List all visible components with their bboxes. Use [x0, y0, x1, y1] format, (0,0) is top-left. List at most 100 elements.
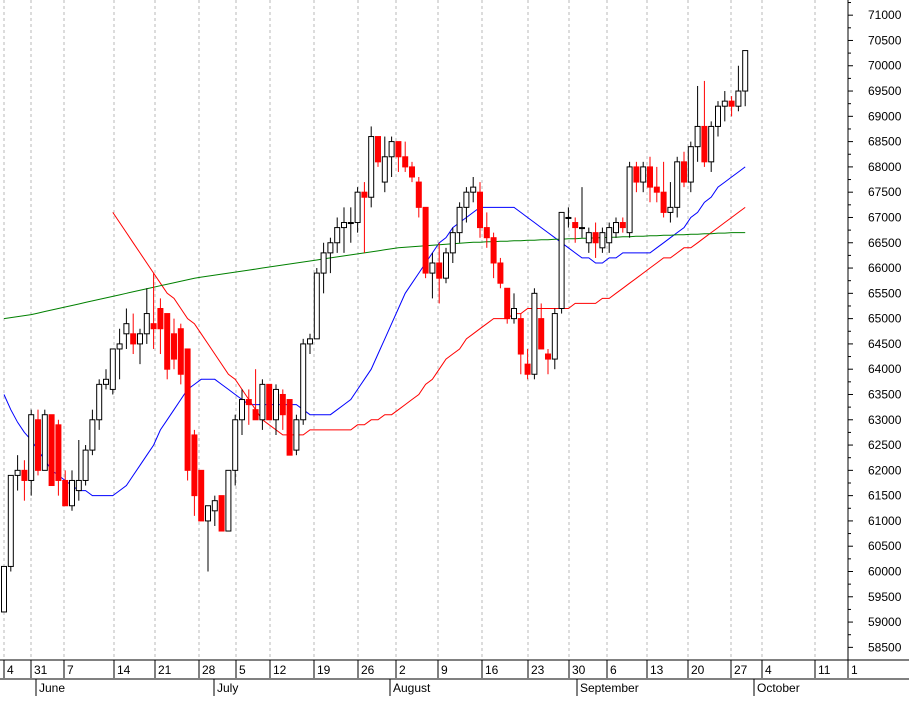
candle-down — [647, 166, 653, 188]
y-tick-label: 64500 — [868, 337, 902, 351]
candle-down — [157, 308, 164, 330]
candle-up — [89, 419, 96, 451]
candle-down — [497, 262, 504, 284]
candle-up — [368, 136, 375, 198]
candle-up — [307, 338, 313, 345]
candle-up — [674, 161, 681, 208]
month-label: September — [580, 681, 639, 695]
candle-up — [96, 383, 103, 421]
candle-down — [184, 348, 191, 471]
candle-up — [341, 222, 347, 229]
candle-up — [456, 206, 463, 234]
candle-down — [701, 125, 708, 163]
candle-up — [116, 343, 123, 350]
y-tick-label: 65500 — [868, 286, 902, 300]
y-tick-label: 65000 — [868, 312, 902, 326]
x-tick-label: 28 — [202, 663, 216, 677]
y-tick-label: 69000 — [868, 109, 902, 123]
candle-up — [347, 222, 354, 225]
candle-up — [1, 565, 7, 613]
candle-down — [21, 469, 28, 481]
y-tick-label: 67500 — [868, 185, 902, 199]
x-tick-label: 13 — [650, 663, 664, 677]
month-label: July — [217, 681, 238, 695]
candle-up — [7, 474, 14, 567]
candle-down — [545, 353, 551, 360]
moving-average-line — [3, 232, 746, 320]
candle-down — [35, 419, 41, 471]
candle-down — [483, 227, 490, 239]
y-tick-label: 61000 — [868, 514, 902, 528]
x-tick-label: 2 — [399, 663, 406, 677]
candle-down — [477, 191, 483, 229]
candle-down — [660, 191, 667, 213]
y-tick-label: 63000 — [868, 413, 902, 427]
candle-down — [517, 318, 524, 355]
candle-down — [619, 222, 626, 229]
candle-up — [69, 479, 75, 507]
x-tick-label: 20 — [691, 663, 705, 677]
moving-average-line — [3, 166, 746, 497]
y-tick-label: 68500 — [868, 135, 902, 149]
candle-up — [381, 156, 388, 183]
candle-down — [592, 232, 599, 244]
candle-down — [415, 181, 422, 208]
candle-down — [504, 287, 511, 320]
candle-up — [443, 252, 449, 279]
y-tick-label: 70500 — [868, 33, 902, 47]
candle-up — [320, 252, 327, 274]
candle-up — [293, 419, 300, 451]
candle-up — [41, 414, 48, 471]
candle-down — [177, 328, 184, 375]
candle-up — [28, 414, 35, 481]
candle-up — [137, 333, 143, 345]
candle-up — [470, 186, 477, 193]
candle-down — [245, 399, 252, 406]
x-tick-label: 1 — [851, 663, 858, 677]
y-tick-label: 64000 — [868, 362, 902, 376]
candle-down — [198, 469, 205, 522]
candle-up — [109, 348, 116, 390]
candle-up — [14, 469, 21, 476]
candle-up — [626, 166, 633, 234]
y-tick-label: 63500 — [868, 387, 902, 401]
candle-up — [388, 141, 395, 158]
candle-up — [354, 191, 361, 224]
candle-up — [585, 232, 592, 244]
moving-average-line — [112, 206, 746, 436]
candle-up — [232, 419, 239, 471]
x-tick-label: 4 — [7, 663, 14, 677]
candle-up — [531, 292, 538, 375]
candle-down — [218, 495, 225, 532]
candle-up — [75, 479, 82, 492]
candle-up — [273, 388, 279, 421]
candle-up — [742, 50, 749, 92]
x-tick-label: 30 — [572, 663, 586, 677]
candle-up — [715, 105, 721, 127]
candle-up — [667, 206, 674, 213]
candle-down — [538, 318, 545, 350]
y-tick-label: 62500 — [868, 438, 902, 452]
candle-down — [130, 333, 137, 345]
candle-down — [48, 414, 55, 487]
x-tick-label: 5 — [239, 663, 246, 677]
candle-down — [436, 262, 443, 279]
candle-down — [409, 166, 415, 178]
candle-up — [463, 191, 470, 208]
candle-up — [613, 222, 619, 234]
month-label: October — [757, 681, 800, 695]
candle-up — [259, 383, 266, 421]
y-tick-label: 60000 — [868, 564, 902, 578]
candle-up — [82, 449, 89, 481]
candle-up — [429, 262, 436, 274]
candle-down — [681, 161, 687, 183]
candle-down — [402, 156, 409, 168]
candle-up — [687, 146, 694, 183]
candle-up — [143, 313, 150, 335]
candle-up — [640, 166, 647, 183]
candle-down — [490, 237, 497, 264]
x-tick-label: 11 — [818, 663, 831, 677]
x-tick-label: 27 — [734, 663, 748, 677]
candle-up — [334, 227, 341, 244]
